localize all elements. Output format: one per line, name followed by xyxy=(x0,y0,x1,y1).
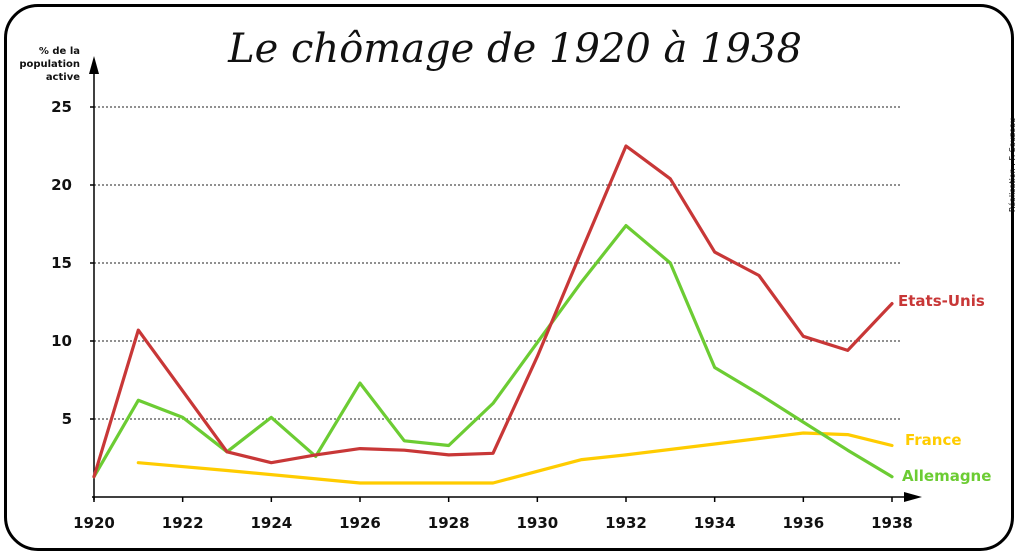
x-tick-label: 1930 xyxy=(516,514,558,532)
series-labels: Etats-Unis Allemagne France xyxy=(898,292,991,485)
y-tick-label: 5 xyxy=(62,410,72,428)
y-tick-label: 20 xyxy=(51,176,72,194)
chart-title: Le chômage de 1920 à 1938 xyxy=(227,26,802,72)
grid-lines xyxy=(94,106,900,420)
y-axis-label-line-3: active xyxy=(46,72,80,83)
x-tick-label: 1936 xyxy=(782,514,824,532)
axes xyxy=(89,56,922,502)
series-line-france xyxy=(136,431,894,485)
x-tick-label: 1938 xyxy=(871,514,913,532)
x-tick-label: 1920 xyxy=(73,514,115,532)
y-tick-label: 15 xyxy=(51,254,72,272)
y-axis-label-line-2: population xyxy=(19,59,80,70)
y-axis-label: % de la population active xyxy=(19,46,80,83)
x-tick-label: 1934 xyxy=(694,514,736,532)
series-label-france: France xyxy=(905,431,962,449)
y-tick-labels: 5 10 15 20 25 xyxy=(51,98,72,428)
x-tick-label: 1932 xyxy=(605,514,647,532)
series-label-etats-unis: Etats-Unis xyxy=(898,292,985,310)
x-tick-label: 1926 xyxy=(339,514,381,532)
series-line-etats-unis xyxy=(92,144,894,479)
x-tick-labels: 1920 1922 1924 1926 1928 1930 1932 1934 1936 1938 xyxy=(73,514,913,532)
y-tick-label: 10 xyxy=(51,332,72,350)
x-tick-label: 1928 xyxy=(428,514,470,532)
x-tick-label: 1922 xyxy=(162,514,204,532)
x-tick-label: 1924 xyxy=(250,514,292,532)
x-axis-arrow xyxy=(904,492,922,502)
chart-frame xyxy=(4,4,1014,551)
series-label-allemagne: Allemagne xyxy=(902,467,991,485)
y-axis-label-line-1: % de la xyxy=(39,46,80,57)
credit-text: Réalisation : F. Sauzeau xyxy=(1007,118,1017,212)
series-line-allemagne xyxy=(92,224,894,479)
series-lines xyxy=(92,144,894,485)
y-tick-label: 25 xyxy=(51,98,72,116)
y-axis-arrow xyxy=(89,56,99,74)
